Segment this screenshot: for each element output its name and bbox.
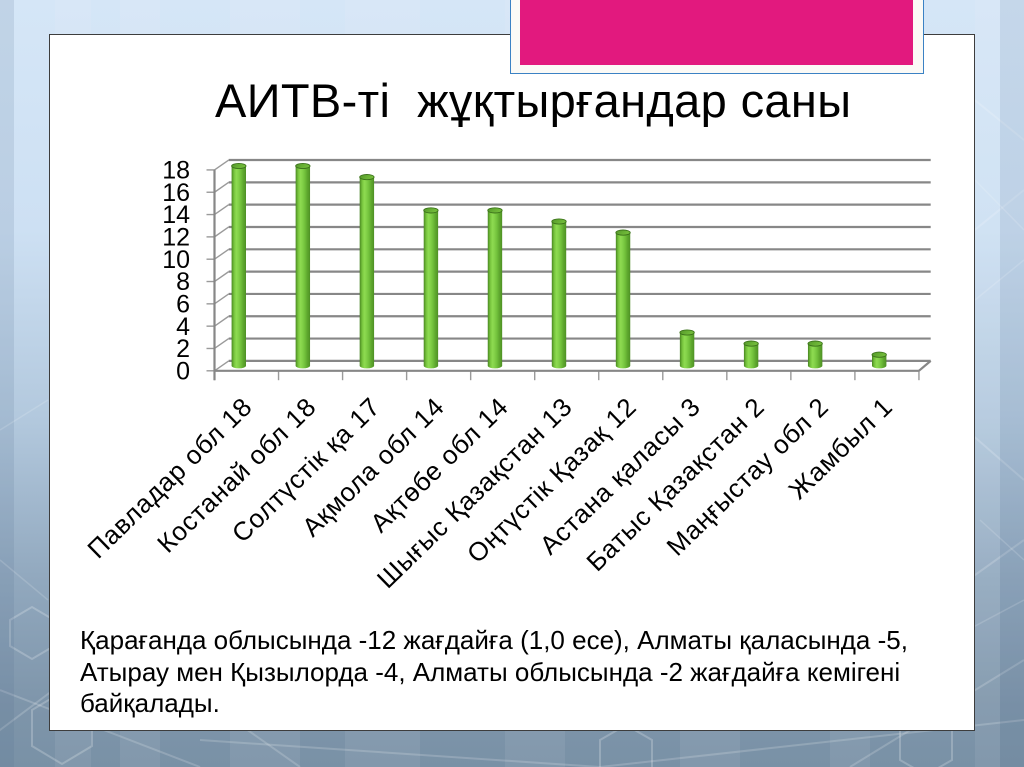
- svg-text:6: 6: [176, 290, 190, 318]
- svg-text:16: 16: [162, 179, 190, 207]
- svg-text:4: 4: [176, 313, 190, 341]
- svg-text:14: 14: [162, 201, 190, 229]
- svg-text:12: 12: [162, 223, 190, 251]
- svg-text:10: 10: [162, 246, 190, 274]
- svg-text:18: 18: [162, 157, 190, 185]
- svg-text:2: 2: [176, 335, 190, 363]
- svg-text:8: 8: [176, 268, 190, 296]
- svg-text:0: 0: [176, 357, 190, 385]
